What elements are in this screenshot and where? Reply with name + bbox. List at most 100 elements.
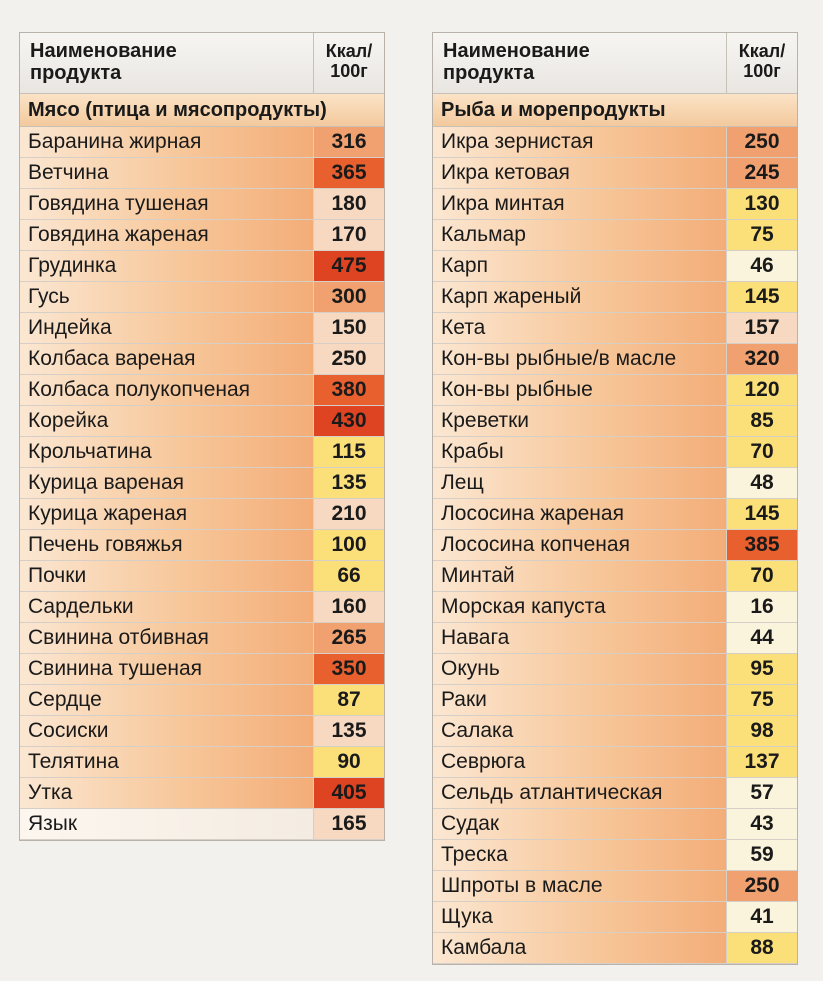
product-name: Лососина жареная: [433, 499, 726, 529]
table-row: Кон-вы рыбные/в масле 320: [433, 344, 797, 375]
product-name: Икра зернистая: [433, 127, 726, 157]
kcal-value: 66: [313, 561, 384, 591]
table-row: Морская капуста 16: [433, 592, 797, 623]
product-name: Сердце: [20, 685, 313, 715]
product-name: Язык: [20, 809, 313, 839]
kcal-value: 75: [726, 220, 797, 250]
table-row: Судак 43: [433, 809, 797, 840]
table-row: Ветчина 365: [20, 158, 384, 189]
table-row: Севрюга 137: [433, 747, 797, 778]
kcal-value: 44: [726, 623, 797, 653]
table-row: Говядина тушеная 180: [20, 189, 384, 220]
product-name: Курица жареная: [20, 499, 313, 529]
product-name: Колбаса вареная: [20, 344, 313, 374]
table-row: Колбаса полукопченая 380: [20, 375, 384, 406]
kcal-value: 475: [313, 251, 384, 281]
product-name: Сельдь атлантическая: [433, 778, 726, 808]
table-row: Карп 46: [433, 251, 797, 282]
product-name: Салака: [433, 716, 726, 746]
product-name: Свинина отбивная: [20, 623, 313, 653]
kcal-value: 90: [313, 747, 384, 777]
fish-rows: Икра зернистая 250 Икра кетовая 245 Икра мин…: [433, 127, 797, 964]
table-row: Икра минтая 130: [433, 189, 797, 220]
table-row: Сардельки 160: [20, 592, 384, 623]
table-row: Язык 165: [20, 809, 384, 840]
product-name: Почки: [20, 561, 313, 591]
table-row: Крольчатина 115: [20, 437, 384, 468]
table-row: Лещ 48: [433, 468, 797, 499]
table-row: Курица жареная 210: [20, 499, 384, 530]
kcal-value: 135: [313, 468, 384, 498]
product-name: Раки: [433, 685, 726, 715]
kcal-value: 250: [313, 344, 384, 374]
header-kcal: Ккал/ 100г: [726, 33, 797, 93]
table-row: Утка 405: [20, 778, 384, 809]
table-row: Креветки 85: [433, 406, 797, 437]
table-row: Крабы 70: [433, 437, 797, 468]
header-product-name: Наименование продукта: [30, 40, 177, 84]
product-name: Крабы: [433, 437, 726, 467]
table-row: Говядина жареная 170: [20, 220, 384, 251]
table-row: Баранина жирная 316: [20, 127, 384, 158]
kcal-value: 95: [726, 654, 797, 684]
kcal-value: 135: [313, 716, 384, 746]
table-row: Сосиски 135: [20, 716, 384, 747]
product-name: Телятина: [20, 747, 313, 777]
product-name: Говядина жареная: [20, 220, 313, 250]
kcal-value: 145: [726, 282, 797, 312]
kcal-value: 75: [726, 685, 797, 715]
product-name: Икра минтая: [433, 189, 726, 219]
table-row: Навага 44: [433, 623, 797, 654]
table-row: Кальмар 75: [433, 220, 797, 251]
kcal-value: 100: [313, 530, 384, 560]
table-row: Лососина жареная 145: [433, 499, 797, 530]
table-row: Карп жареный 145: [433, 282, 797, 313]
kcal-value: 245: [726, 158, 797, 188]
product-name: Икра кетовая: [433, 158, 726, 188]
product-name: Морская капуста: [433, 592, 726, 622]
kcal-value: 430: [313, 406, 384, 436]
kcal-value: 137: [726, 747, 797, 777]
kcal-value: 250: [726, 127, 797, 157]
product-name: Сардельки: [20, 592, 313, 622]
table-row: Грудинка 475: [20, 251, 384, 282]
table-row: Салака 98: [433, 716, 797, 747]
kcal-value: 115: [313, 437, 384, 467]
table-row: Печень говяжья 100: [20, 530, 384, 561]
table-row: Свинина отбивная 265: [20, 623, 384, 654]
kcal-value: 160: [313, 592, 384, 622]
product-name: Минтай: [433, 561, 726, 591]
product-name: Кета: [433, 313, 726, 343]
section-title-fish: Рыба и морепродукты: [433, 94, 797, 127]
product-name: Камбала: [433, 933, 726, 963]
table-row: Гусь 300: [20, 282, 384, 313]
table-row: Колбаса вареная 250: [20, 344, 384, 375]
kcal-value: 350: [313, 654, 384, 684]
kcal-value: 46: [726, 251, 797, 281]
product-name: Карп жареный: [433, 282, 726, 312]
table-row: Минтай 70: [433, 561, 797, 592]
kcal-value: 365: [313, 158, 384, 188]
product-name: Свинина тушеная: [20, 654, 313, 684]
table-row: Кон-вы рыбные 120: [433, 375, 797, 406]
table-row: Телятина 90: [20, 747, 384, 778]
kcal-value: 70: [726, 437, 797, 467]
kcal-value: 165: [313, 809, 384, 839]
kcal-value: 88: [726, 933, 797, 963]
kcal-value: 57: [726, 778, 797, 808]
product-name: Ветчина: [20, 158, 313, 188]
table-row: Треска 59: [433, 840, 797, 871]
product-name: Севрюга: [433, 747, 726, 777]
product-name: Говядина тушеная: [20, 189, 313, 219]
table-row: Корейка 430: [20, 406, 384, 437]
product-name: Индейка: [20, 313, 313, 343]
table-row: Кета 157: [433, 313, 797, 344]
fish-table: Наименование продукта Ккал/ 100г Рыба и …: [432, 32, 798, 965]
meat-table-header: Наименование продукта Ккал/ 100г: [20, 33, 384, 94]
kcal-value: 120: [726, 375, 797, 405]
product-name: Креветки: [433, 406, 726, 436]
kcal-value: 59: [726, 840, 797, 870]
product-name: Лещ: [433, 468, 726, 498]
product-name: Печень говяжья: [20, 530, 313, 560]
product-name: Лососина копченая: [433, 530, 726, 560]
